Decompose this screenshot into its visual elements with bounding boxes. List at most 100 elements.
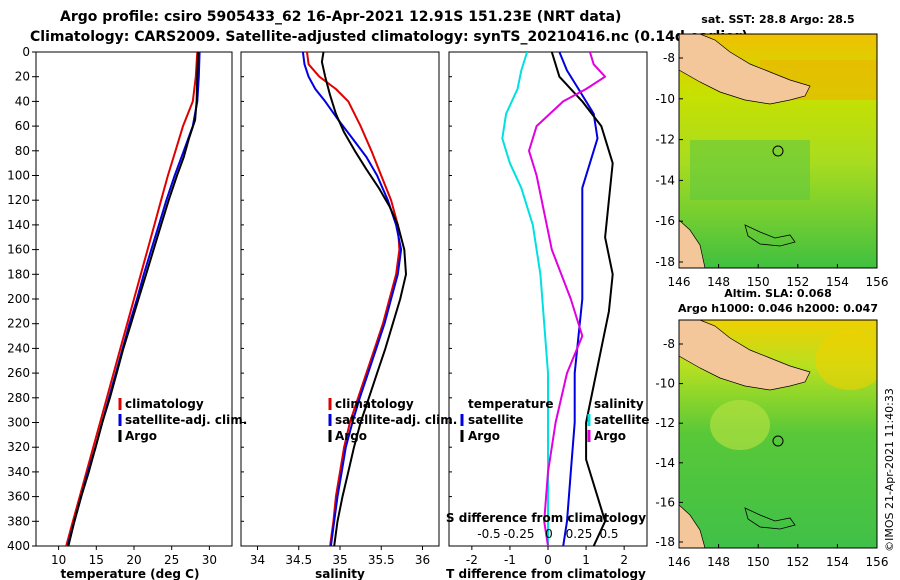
depth-tick-label: 380: [7, 514, 30, 528]
series-line-argo: [320, 52, 407, 546]
difference-top-xlabel: S difference from climatology: [446, 511, 646, 525]
salinity-xlabel: salinity: [315, 567, 365, 580]
louisiade-islands: [744, 224, 796, 247]
difference-top-axis: -0.5 -0.25 0 0.25 0.5: [477, 527, 618, 541]
map-x-tick-label: 156: [866, 275, 889, 289]
depth-tick-label: 180: [7, 267, 30, 281]
sla-high-patch: [710, 400, 770, 450]
x-tick-label: 15: [89, 553, 104, 567]
x-tick-label: 34.5: [285, 553, 312, 567]
top-x-tick-label: 0.25: [566, 527, 593, 541]
depth-tick-label: 340: [7, 465, 30, 479]
sla-map-title: Altim. SLA: 0.068: [724, 287, 831, 300]
depth-tick-label: 240: [7, 341, 30, 355]
map-y-tick-label: -12: [655, 133, 675, 147]
series-line-salinity-satellite: [501, 52, 549, 546]
series-line-salinity-argo: [528, 52, 607, 546]
series-line-climatology: [306, 52, 401, 546]
legend-label-t-argo: Argo: [468, 429, 500, 443]
x-tick-label: 2: [620, 553, 628, 567]
temperature-xlabel: temperature (deg C): [61, 567, 200, 580]
sla-map-axes: 146 148 150 152 154 156 -8 -10 -12 -14 -16 -18: [655, 337, 888, 569]
top-x-tick-label: -0.5: [477, 527, 500, 541]
salinity-x-axis: 34 34.5 35 35.5 36: [241, 51, 430, 567]
legend-label-argo: Argo: [335, 429, 367, 443]
depth-axis: 0 20 40 60 80 100 120 140 160 180 200 220 240 260 280 3…: [7, 45, 36, 553]
series-line-temperature-argo: [550, 52, 614, 546]
map-y-tick-label: -14: [655, 456, 675, 470]
map-x-tick-label: 154: [826, 275, 849, 289]
difference-panel: [448, 51, 648, 547]
legend-label-climatology: climatology: [335, 397, 414, 411]
map-x-tick-label: 152: [786, 555, 809, 569]
map-y-tick-label: -16: [655, 214, 675, 228]
legend-label-argo: Argo: [125, 429, 157, 443]
difference-x-axis: -2 -1 0 1 2: [449, 51, 628, 567]
map-x-tick-label: 150: [747, 275, 770, 289]
sst-map-axes: 146 148 150 152 154 156 -8 -10 -12 -14 -16 -18: [655, 51, 888, 289]
series-line-argo: [67, 52, 200, 546]
legend-title-temperature: temperature: [468, 397, 553, 411]
sla-warm-patch: [815, 330, 877, 390]
series-line-climatology: [65, 52, 199, 546]
depth-tick-label: 60: [15, 119, 30, 133]
sst-map-frame: [678, 33, 878, 269]
x-tick-label: 20: [126, 553, 141, 567]
legend-label-t-satellite: satellite: [468, 413, 523, 427]
salinity-panel: [240, 51, 440, 547]
map-x-tick-label: 154: [826, 555, 849, 569]
difference-xlabel: T difference from climatology: [446, 567, 646, 580]
depth-tick-label: 100: [7, 169, 30, 183]
depth-tick-label: 260: [7, 366, 30, 380]
legend-label-satellite: satellite-adj. clim.: [125, 413, 247, 427]
depth-tick-label: 120: [7, 193, 30, 207]
map-x-tick-label: 156: [866, 555, 889, 569]
map-y-tick-label: -8: [663, 337, 675, 351]
argo-position-marker: [772, 435, 784, 447]
sst-cool-patch: [690, 140, 810, 200]
depth-tick-label: 20: [15, 70, 30, 84]
legend-label-satellite: satellite-adj. clim.: [335, 413, 457, 427]
map-y-tick-label: -18: [655, 535, 675, 549]
series-line-temperature-satellite: [558, 52, 599, 546]
depth-tick-label: 360: [7, 490, 30, 504]
depth-tick-label: 80: [15, 144, 30, 158]
depth-tick-label: 40: [15, 94, 30, 108]
x-tick-label: 35: [332, 553, 347, 567]
map-x-tick-label: 148: [707, 555, 730, 569]
series-line-satellite-adj-clim-: [301, 52, 403, 546]
map-y-tick-label: -10: [655, 92, 675, 106]
depth-tick-label: 320: [7, 440, 30, 454]
salinity-plot: [301, 52, 407, 546]
temperature-legend: climatology satellite-adj. clim. Argo: [118, 397, 247, 443]
australia-coast: [679, 504, 706, 548]
x-tick-label: 10: [51, 553, 66, 567]
temperature-x-axis: 10 15 20 25 30: [36, 51, 217, 567]
x-tick-label: 35.5: [368, 553, 395, 567]
depth-tick-label: 220: [7, 317, 30, 331]
map-y-tick-label: -12: [655, 416, 675, 430]
x-tick-label: 36: [415, 553, 430, 567]
depth-tick-label: 400: [7, 539, 30, 553]
legend-label-s-satellite: satellite: [594, 413, 649, 427]
x-tick-label: 1: [582, 553, 590, 567]
imos-credit: ©IMOS 21-Apr-2021 11:40:33: [883, 388, 896, 552]
sst-map: [679, 34, 877, 268]
x-tick-label: -2: [466, 553, 478, 567]
new-guinea-coast: [679, 320, 811, 391]
x-tick-label: 30: [202, 553, 217, 567]
map-y-tick-label: -8: [663, 51, 675, 65]
map-x-tick-label: 146: [668, 275, 691, 289]
top-x-tick-label: 0: [545, 527, 553, 541]
x-tick-label: -1: [504, 553, 516, 567]
depth-tick-label: 0: [22, 45, 30, 59]
legend-label-climatology: climatology: [125, 397, 204, 411]
sla-map: [679, 320, 877, 548]
map-x-tick-label: 148: [707, 275, 730, 289]
australia-coast: [679, 219, 706, 268]
x-tick-label: 0: [544, 553, 552, 567]
x-tick-label: 25: [164, 553, 179, 567]
depth-tick-label: 140: [7, 218, 30, 232]
x-tick-label: 34: [250, 553, 265, 567]
